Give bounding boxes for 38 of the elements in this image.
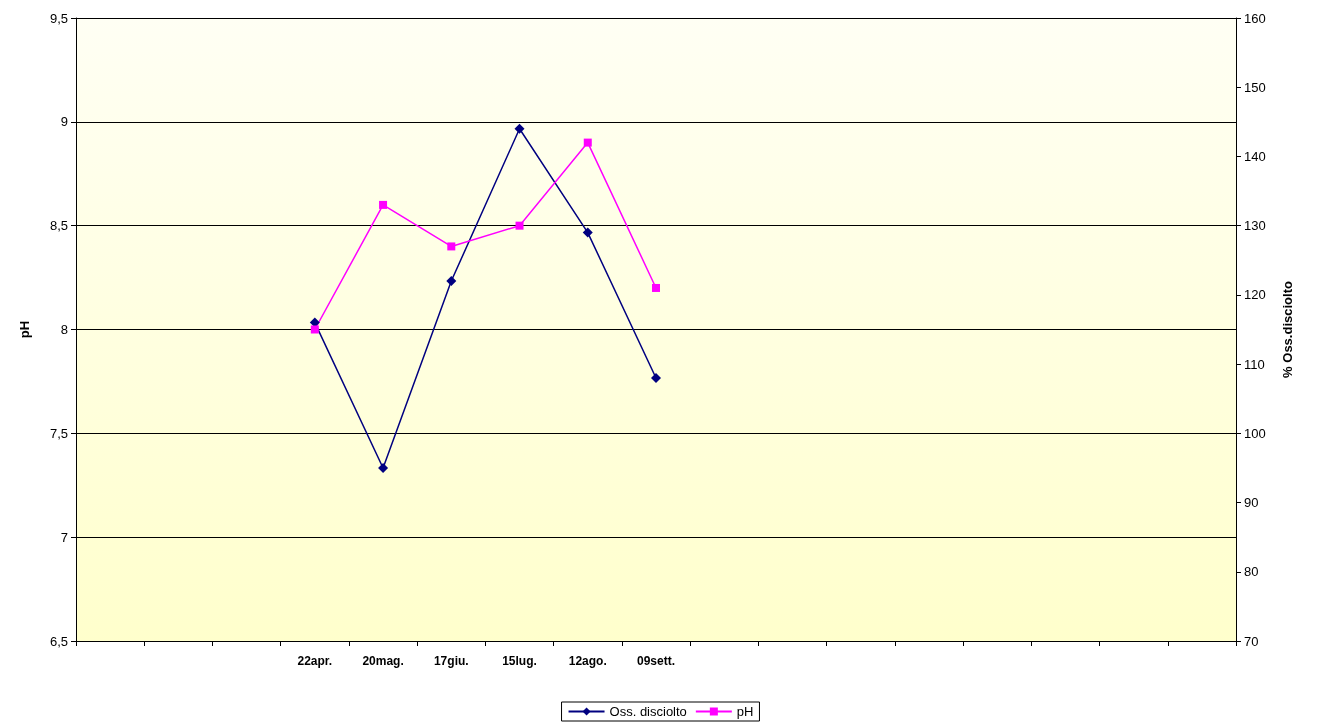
y2-tick-label: 90 — [1244, 495, 1259, 511]
point — [515, 221, 524, 230]
point — [652, 283, 660, 292]
y2-tick-label: 100 — [1244, 425, 1266, 441]
point — [514, 123, 525, 134]
point — [310, 325, 319, 334]
x-tick-label: 22apr. — [297, 654, 333, 668]
x-tick-label: 09sett. — [636, 654, 676, 668]
point — [379, 200, 388, 209]
y2-tick-label: 150 — [1244, 79, 1266, 95]
legend-label: Oss. disciolto — [609, 704, 687, 719]
y2-tick-label: 160 — [1244, 10, 1266, 26]
point — [446, 276, 457, 287]
x-tick-label: 15lug. — [502, 654, 537, 668]
x-tick-label: 12ago. — [568, 654, 607, 668]
y2-tick-label: 70 — [1244, 633, 1259, 649]
x-tick-label: 17giu. — [433, 654, 469, 668]
y2-axis-title: % Oss.disciolto — [1280, 281, 1295, 378]
y2-tick-label: 120 — [1244, 287, 1266, 303]
y-tick-label: 7 — [60, 529, 68, 545]
point — [378, 462, 389, 473]
y-tick-label: 8 — [60, 322, 68, 337]
y2-tick-label: 80 — [1244, 564, 1259, 580]
legend-label: pH — [736, 704, 754, 719]
y-tick-label: 8,5 — [49, 218, 68, 234]
y2-tick-label: 140 — [1244, 148, 1266, 164]
y-tick-label: 9 — [60, 114, 68, 130]
y2-tick-label: 130 — [1244, 218, 1266, 234]
point — [583, 138, 592, 147]
y-tick-label: 7,5 — [49, 425, 68, 441]
y-tick-label: 6,5 — [49, 633, 68, 649]
y-tick-label: 9,5 — [49, 10, 68, 26]
y2-tick-label: 110 — [1244, 356, 1265, 372]
point — [651, 372, 661, 383]
point — [582, 227, 593, 238]
x-tick-label: 20mag. — [362, 654, 404, 668]
point — [447, 242, 456, 251]
y-axis-title: pH — [17, 320, 32, 339]
